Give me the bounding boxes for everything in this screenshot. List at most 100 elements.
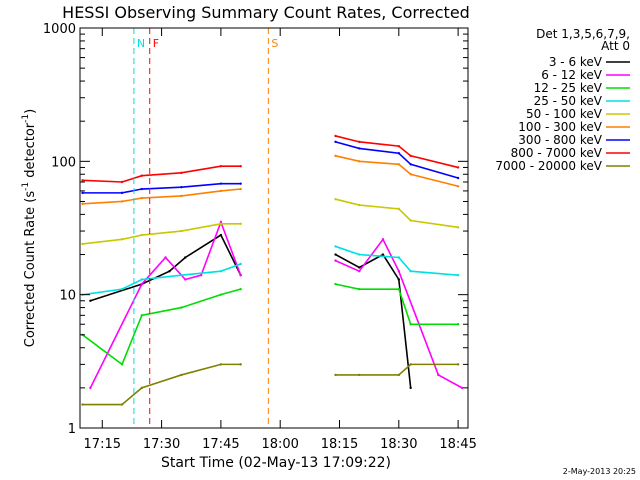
series-point-50-100-kev: [358, 203, 361, 207]
series-point-12-25-kev: [140, 314, 144, 317]
series-point-12-25-kev: [219, 293, 223, 296]
series-point-50-100-kev: [81, 242, 84, 246]
series-point-50-100-kev: [409, 219, 412, 222]
legend-label-50-100-kev: 50 - 100 keV: [526, 107, 603, 121]
series-point-300-800-kev: [456, 176, 460, 180]
series-point-50-100-kev: [219, 222, 223, 226]
series-line-800-7000-kev-seg2: [335, 135, 459, 169]
x-tick-layer: 17:15 17:30 17:45 18:00 18:15 18:30 18:45: [84, 28, 477, 452]
series-point-25-50-kev: [120, 287, 124, 291]
y-tick-label: 100: [51, 155, 76, 170]
series-point-12-25-kev: [120, 363, 124, 366]
series-point-300-800-kev: [219, 182, 223, 185]
x-tick-label: 17:15: [84, 437, 121, 452]
y-tick-layer: 1 10 100 1000: [43, 22, 468, 437]
series-point-300-800-kev: [180, 185, 183, 189]
series-point-6-12-kev: [199, 273, 203, 277]
series-point-800-7000-kev: [397, 144, 401, 148]
series-line-7000-20000-kev-seg1: [82, 363, 241, 406]
series-point-7000-20000-kev: [180, 373, 183, 377]
series-point-25-50-kev: [397, 256, 401, 259]
y-tick-label: 1000: [43, 22, 76, 37]
series-point-50-100-kev: [334, 197, 337, 201]
series-point-12-25-kev: [334, 282, 337, 286]
chart-title: HESSI Observing Summary Count Rates, Cor…: [62, 3, 470, 22]
series-point-300-800-kev: [358, 147, 361, 150]
series-point-3-6-kev: [168, 269, 171, 273]
series-line-6-12-kev-seg2: [335, 237, 463, 389]
series-line-7000-20000-kev-seg2: [335, 363, 459, 376]
series-point-3-6-kev: [381, 253, 385, 256]
y-tick-label: 10: [59, 289, 76, 304]
series-point-7000-20000-kev: [81, 403, 84, 406]
series-line-12-25-kev-seg2: [335, 283, 459, 326]
series-point-7000-20000-kev: [358, 373, 361, 377]
legend-header-line-2: Att 0: [601, 39, 630, 53]
series-point-800-7000-kev: [456, 166, 460, 169]
series-point-300-800-kev: [140, 187, 144, 191]
series-point-25-50-kev: [239, 262, 242, 266]
legend-label-7000-20000-kev: 7000 - 20000 keV: [495, 159, 602, 173]
series-point-12-25-kev: [358, 287, 361, 291]
x-tick-label: 18:45: [439, 437, 476, 452]
series-point-6-12-kev: [334, 259, 337, 262]
series-point-3-6-kev: [358, 266, 361, 269]
series-point-50-100-kev: [120, 238, 124, 241]
series-point-300-800-kev: [81, 191, 84, 195]
series-point-6-12-kev: [358, 269, 361, 273]
series-point-6-12-kev: [184, 278, 187, 281]
series-point-800-7000-kev: [409, 154, 412, 158]
series-point-7000-20000-kev: [456, 363, 460, 366]
annotation-label-f: F: [153, 37, 159, 50]
series-point-12-25-kev: [397, 287, 401, 291]
series-point-100-300-kev: [140, 196, 144, 200]
series-line-3-6-kev-seg1: [90, 233, 242, 302]
series-point-100-300-kev: [81, 202, 84, 206]
series-line-25-50-kev-seg2: [335, 245, 459, 276]
series-point-7000-20000-kev: [397, 373, 401, 377]
x-axis-label: Start Time (02-May-13 17:09:22): [161, 455, 391, 471]
series-point-6-12-kev: [140, 282, 144, 286]
series-point-100-300-kev: [397, 163, 401, 166]
series-line-12-25-kev-seg1: [82, 288, 241, 366]
legend-label-800-7000-kev: 800 - 7000 keV: [511, 146, 603, 160]
series-point-100-300-kev: [239, 187, 242, 191]
y-axis-label-mid: detector: [23, 122, 38, 182]
series-point-6-12-kev: [437, 373, 440, 377]
legend-label-3-6-kev: 3 - 6 keV: [549, 55, 603, 69]
series-point-3-6-kev: [409, 386, 412, 390]
series-point-6-12-kev: [219, 220, 223, 224]
series-point-7000-20000-kev: [219, 363, 223, 366]
series-point-300-800-kev: [397, 152, 401, 155]
series-line-6-12-kev-seg1: [89, 219, 242, 389]
series-line-800-7000-kev-seg1: [82, 165, 241, 183]
x-tick-label: 18:00: [261, 437, 298, 452]
series-point-3-6-kev: [219, 233, 223, 237]
y-tick-label: 1: [68, 422, 76, 437]
series-point-50-100-kev: [239, 222, 242, 226]
legend-label-12-25-kev: 12 - 25 keV: [534, 81, 603, 95]
series-point-100-300-kev: [456, 185, 460, 188]
series-point-7000-20000-kev: [140, 386, 144, 390]
series-point-6-12-kev: [460, 386, 464, 390]
series-point-300-800-kev: [239, 182, 242, 185]
series-point-100-300-kev: [409, 173, 412, 176]
series-point-25-50-kev: [180, 273, 183, 277]
series-point-25-50-kev: [358, 253, 361, 256]
series-point-7000-20000-kev: [409, 363, 412, 366]
series-point-3-6-kev: [89, 299, 92, 302]
series-point-800-7000-kev: [219, 164, 223, 168]
series-point-25-50-kev: [334, 245, 337, 248]
annotation-label-n: N: [137, 37, 145, 50]
y-axis-label-main: Corrected Count Rate (s: [23, 191, 38, 348]
series-point-800-7000-kev: [140, 174, 144, 177]
series-point-300-800-kev: [120, 191, 124, 195]
y-axis-label: Corrected Count Rate (s-1 detector-1): [21, 109, 38, 347]
series-point-3-6-kev: [397, 278, 401, 281]
legend-label-25-50-kev: 25 - 50 keV: [534, 94, 603, 108]
series-point-6-12-kev: [164, 256, 167, 259]
series-point-6-12-kev: [89, 386, 92, 390]
y-axis-label-sup2: -1: [21, 114, 31, 123]
